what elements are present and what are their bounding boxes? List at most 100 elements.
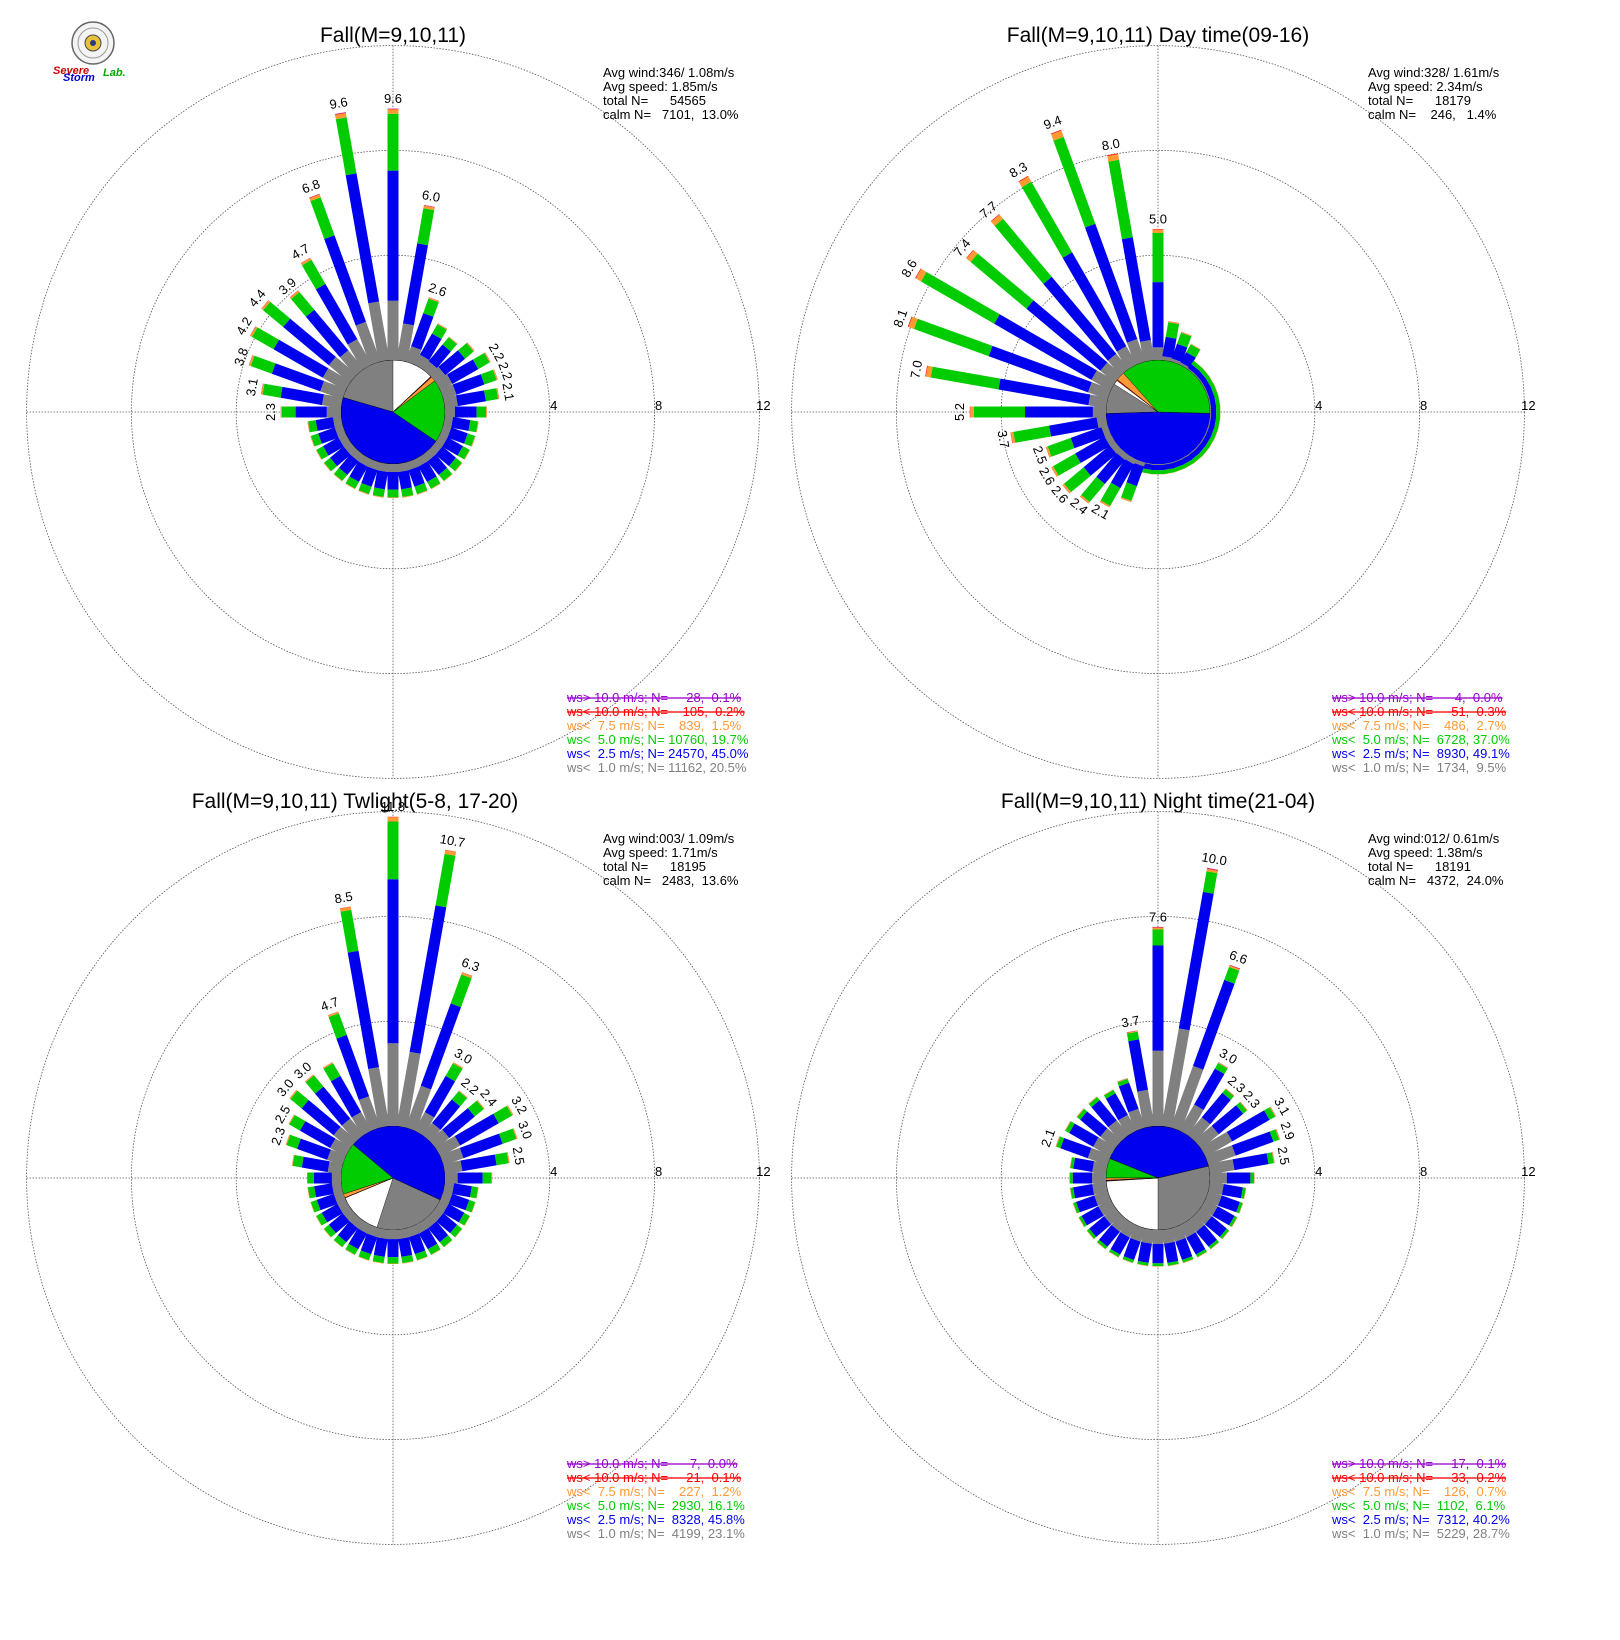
ring-label: 8 bbox=[1420, 398, 1427, 413]
bar-segment bbox=[445, 1063, 463, 1082]
bar-segment bbox=[333, 1126, 357, 1149]
bar-segment bbox=[335, 117, 357, 176]
bar-segment bbox=[1225, 1088, 1235, 1096]
bar-segment bbox=[307, 1172, 314, 1184]
bar-segment bbox=[1191, 360, 1203, 371]
bar-segment bbox=[443, 415, 454, 428]
bar-segment bbox=[328, 1013, 347, 1039]
bar-segment bbox=[1205, 425, 1215, 438]
bar-segment bbox=[334, 112, 346, 115]
bar-segment bbox=[332, 415, 343, 428]
bar-segment bbox=[1064, 467, 1091, 493]
bar-segment bbox=[1142, 463, 1155, 471]
bar-segment bbox=[289, 1089, 298, 1099]
bar-segment bbox=[476, 421, 479, 433]
bar-segment bbox=[307, 421, 310, 433]
bar-segment bbox=[1101, 424, 1111, 438]
bar-segment bbox=[440, 384, 457, 400]
bar-segment bbox=[261, 300, 269, 309]
bar-segment bbox=[1021, 181, 1073, 258]
bar-segment bbox=[1072, 1172, 1093, 1184]
bar-segment bbox=[494, 369, 498, 380]
bar-segment bbox=[1194, 1207, 1212, 1225]
bar-segment bbox=[1092, 1161, 1108, 1175]
bar-segment bbox=[1161, 463, 1174, 471]
bar-segment bbox=[456, 390, 486, 407]
bar-segment bbox=[1045, 446, 1052, 458]
bar-segment bbox=[1047, 437, 1075, 457]
bar-segment bbox=[461, 972, 473, 979]
calm-pie-slice bbox=[376, 1177, 441, 1231]
ring-label: 4 bbox=[550, 398, 557, 413]
bar-segment bbox=[445, 406, 455, 418]
bar-segment bbox=[1120, 498, 1132, 503]
bar-segment bbox=[301, 1156, 330, 1173]
bar-segment bbox=[358, 1250, 372, 1261]
direction-bars bbox=[1055, 867, 1281, 1267]
bar-segment bbox=[464, 449, 471, 460]
bar-segment bbox=[289, 290, 299, 298]
bar-segment bbox=[401, 1255, 414, 1264]
bar-segment bbox=[460, 1154, 497, 1172]
bar-segment bbox=[457, 1172, 483, 1184]
bar-segment bbox=[443, 395, 458, 409]
bar-segment bbox=[925, 365, 928, 377]
calm-pie bbox=[340, 359, 446, 465]
bar-segment bbox=[1152, 927, 1164, 928]
bar-segment bbox=[440, 1147, 464, 1166]
bar-segment bbox=[309, 194, 320, 199]
bar-segment bbox=[1116, 346, 1137, 370]
bar-segment bbox=[994, 314, 1097, 380]
bar-segment bbox=[1206, 868, 1218, 874]
bar-segment bbox=[496, 388, 500, 399]
bar-segment bbox=[250, 326, 258, 337]
bar-segment bbox=[387, 1257, 399, 1264]
bar-segment bbox=[387, 1239, 399, 1258]
bar-value-label: 4.7 bbox=[319, 994, 341, 1014]
bar-segment bbox=[1152, 1263, 1164, 1267]
bar-segment bbox=[1088, 394, 1108, 409]
bar-segment bbox=[1126, 462, 1144, 487]
bar-segment bbox=[427, 454, 448, 475]
bar-segment bbox=[435, 1136, 461, 1157]
bar-segment bbox=[1069, 1157, 1073, 1169]
logo-word-3: Lab. bbox=[103, 67, 126, 79]
bar-segment bbox=[1229, 965, 1240, 970]
bar-segment bbox=[327, 1161, 343, 1175]
bar-segment bbox=[305, 1075, 324, 1094]
legend-entry: ws< 7.5 m/s; N= 486, 2.7% bbox=[1331, 718, 1507, 733]
bar-segment bbox=[1080, 1111, 1108, 1137]
bar-segment bbox=[387, 879, 399, 1044]
bar-segment bbox=[1069, 1157, 1072, 1168]
bar-segment bbox=[358, 1256, 369, 1261]
bar-segment bbox=[427, 476, 441, 489]
bar-value-label: 3.8 bbox=[231, 346, 251, 368]
bar-segment bbox=[991, 214, 1004, 226]
bar-segment bbox=[1108, 1251, 1119, 1258]
bar-segment bbox=[437, 323, 448, 329]
stat-avg-speed: Avg speed: 1.71m/s bbox=[603, 845, 718, 860]
bar-segment bbox=[452, 1183, 472, 1198]
bar-segment bbox=[908, 316, 918, 329]
bar-segment bbox=[310, 436, 315, 447]
bar-segment bbox=[323, 462, 332, 472]
bar-segment bbox=[480, 369, 497, 385]
bar-segment bbox=[1240, 1101, 1248, 1111]
bar-segment bbox=[1070, 1157, 1075, 1169]
calm-pie-slice bbox=[392, 376, 432, 413]
bar-segment bbox=[1214, 416, 1221, 429]
bar-value-label: 2.9 bbox=[1278, 1120, 1298, 1142]
bar-segment bbox=[297, 1138, 331, 1160]
bar-segment bbox=[1094, 1190, 1111, 1206]
bar-segment bbox=[485, 352, 491, 362]
bar-segment bbox=[301, 1100, 341, 1136]
bar-value-label: 2.5 bbox=[1030, 444, 1050, 466]
bar-segment bbox=[1240, 1101, 1248, 1111]
bar-segment bbox=[1161, 1028, 1190, 1128]
stats-box: Avg wind:346/ 1.08m/s Avg speed: 1.85m/s… bbox=[603, 65, 739, 122]
bar-segment bbox=[1100, 482, 1121, 506]
bar-segment bbox=[300, 257, 311, 264]
bar-segment bbox=[248, 355, 253, 366]
bar-segment bbox=[1210, 1172, 1227, 1184]
bar-segment bbox=[323, 1062, 334, 1069]
